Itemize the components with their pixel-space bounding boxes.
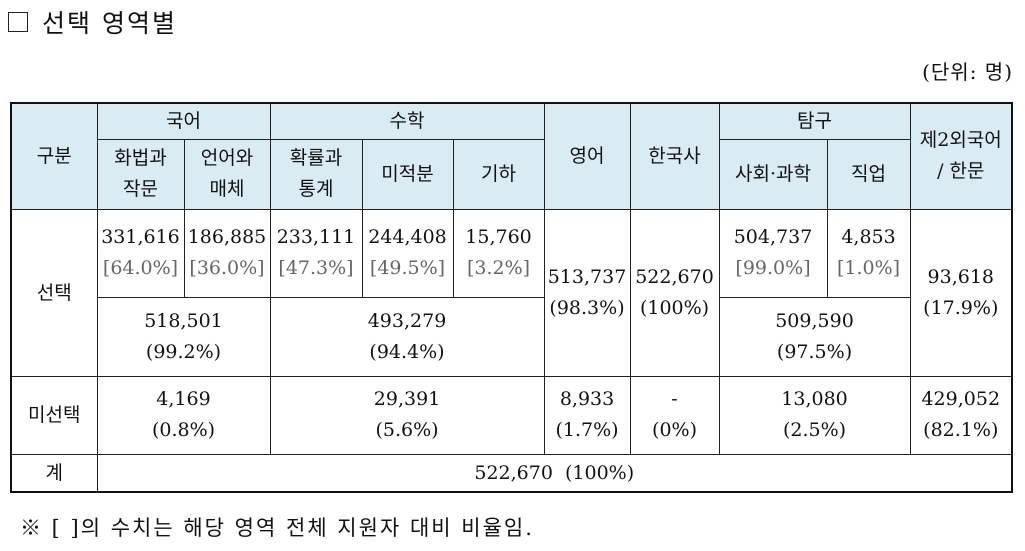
- header-foreign: 제2외국어 / 한문: [909, 102, 1013, 210]
- row-label-unselect: 미선택: [10, 375, 98, 455]
- cell-social-science: 504,737 [99.0%]: [718, 208, 828, 298]
- checkbox-square-icon: [8, 12, 28, 32]
- header-language-media: 언어와 매체: [183, 138, 271, 210]
- header-inquiry: 탐구: [718, 102, 911, 140]
- header-category: 구분: [10, 102, 98, 210]
- cell-geometry: 15,760 [3.2%]: [452, 208, 545, 298]
- unit-label: (단위: 명): [922, 60, 1013, 84]
- cell-total: 522,670 (100%): [96, 453, 1013, 493]
- cell-english-unselect: 8,933 (1.7%): [543, 375, 631, 455]
- header-social-science: 사회·과학: [718, 138, 828, 210]
- title-text: 선택 영역별: [42, 9, 177, 38]
- cell-language-media: 186,885 [36.0%]: [183, 208, 271, 298]
- cell-inquiry-select-sum: 509,590 (97.5%): [718, 296, 911, 377]
- header-korean: 국어: [96, 102, 271, 140]
- cell-english-select: 513,737 (98.3%): [543, 208, 631, 377]
- row-label-select: 선택: [10, 208, 98, 377]
- cell-calculus: 244,408 [49.5%]: [361, 208, 454, 298]
- row-label-total: 계: [10, 453, 98, 493]
- header-vocational: 직업: [826, 138, 911, 210]
- header-geometry: 기하: [452, 138, 545, 210]
- cell-korean-unselect: 4,169 (0.8%): [96, 375, 271, 455]
- cell-korean-select-sum: 518,501 (99.2%): [96, 296, 271, 377]
- cell-foreign-unselect: 429,052 (82.1%): [909, 375, 1013, 455]
- header-speech-writing: 화법과 작문: [96, 138, 185, 210]
- header-history: 한국사: [629, 102, 720, 210]
- header-calculus: 미적분: [361, 138, 454, 210]
- cell-inquiry-unselect: 13,080 (2.5%): [718, 375, 911, 455]
- cell-math-select-sum: 493,279 (94.4%): [269, 296, 545, 377]
- header-prob-stat: 확률과 통계: [269, 138, 363, 210]
- cell-foreign-select: 93,618 (17.9%): [909, 208, 1013, 377]
- header-math: 수학: [269, 102, 545, 140]
- cell-history-unselect: - (0%): [629, 375, 720, 455]
- cell-vocational: 4,853 [1.0%]: [826, 208, 911, 298]
- section-title: 선택 영역별: [8, 4, 177, 40]
- cell-prob-stat: 233,111 [47.3%]: [269, 208, 363, 298]
- header-english: 영어: [543, 102, 631, 210]
- cell-speech-writing: 331,616 [64.0%]: [96, 208, 185, 298]
- footnote: ※ [ ]의 수치는 해당 영역 전체 지원자 대비 비율임.: [20, 516, 534, 540]
- cell-history-select: 522,670 (100%): [629, 208, 720, 377]
- cell-math-unselect: 29,391 (5.6%): [269, 375, 545, 455]
- selection-table: 구분 국어 수학 영어 한국사 탐구 제2외국어 / 한문 화법과 작문 언어와…: [10, 102, 1014, 493]
